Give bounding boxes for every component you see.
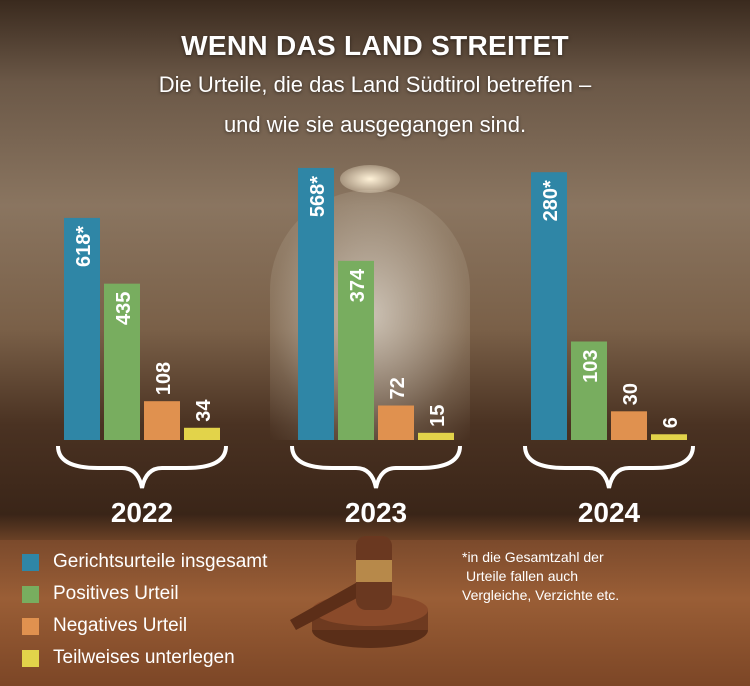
legend-swatch [22, 649, 39, 667]
legend-swatch [22, 585, 39, 603]
footnote-line: *in die Gesamtzahl der [462, 549, 604, 565]
footnote-line: Vergleiche, Verzichte etc. [462, 587, 620, 603]
bar [104, 283, 140, 440]
legend-swatch [22, 553, 39, 571]
legend-label: Gerichtsurteile insgesamt [53, 551, 268, 572]
bar [378, 405, 414, 440]
data-label: 103 [580, 349, 602, 382]
brace [523, 445, 695, 489]
data-label: 6 [660, 417, 682, 428]
chart-subtitle-1: Die Urteile, die das Land Südtirol betre… [158, 72, 592, 97]
data-label: 108 [153, 362, 175, 395]
legend-label: Teilweises unterlegen [53, 647, 235, 668]
background-lamp [340, 165, 400, 193]
year-label: 2023 [345, 497, 407, 528]
data-label: 72 [387, 377, 409, 399]
bar [144, 401, 180, 440]
data-label: 15 [427, 405, 449, 427]
bar [611, 411, 647, 440]
year-label: 2022 [111, 497, 173, 528]
bar [298, 167, 334, 440]
legend-swatch [22, 617, 39, 635]
legend-label: Negatives Urteil [53, 615, 188, 636]
bar [418, 432, 454, 440]
legend-item: Negatives Urteil [22, 610, 267, 642]
bar [64, 217, 100, 440]
bar [571, 341, 607, 440]
year-label: 2024 [578, 497, 641, 528]
brace [290, 445, 462, 489]
data-label: 280* [540, 180, 562, 221]
bar [338, 260, 374, 440]
legend-item: Gerichtsurteile insgesamt [22, 546, 267, 578]
data-label: 30 [620, 383, 642, 405]
bar [651, 434, 687, 440]
data-label: 374 [347, 268, 369, 302]
data-label: 435 [113, 292, 135, 325]
data-label: 34 [193, 399, 215, 422]
footnote-line: Urteile fallen auch [466, 568, 579, 584]
bar [184, 427, 220, 440]
chart-title: WENN DAS LAND STREITET [181, 30, 569, 61]
gavel-icon [290, 536, 428, 648]
chart-subtitle-2: und wie sie ausgegangen sind. [223, 112, 527, 137]
data-label: 618* [73, 226, 95, 267]
data-label: 568* [307, 176, 329, 217]
legend-item: Teilweises unterlegen [22, 642, 267, 674]
footnote: *in die Gesamtzahl der Urteile fallen au… [462, 548, 619, 605]
brace [56, 445, 228, 489]
legend-item: Positives Urteil [22, 578, 267, 610]
bar [531, 172, 567, 440]
legend: Gerichtsurteile insgesamt Positives Urte… [22, 546, 267, 674]
legend-label: Positives Urteil [53, 583, 179, 604]
